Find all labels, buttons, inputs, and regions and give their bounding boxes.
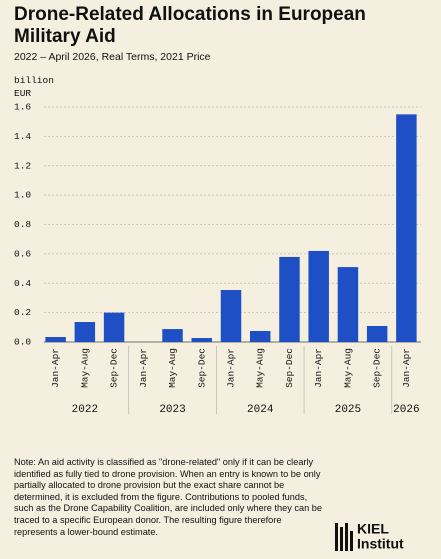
y-tick-label: 1.0 xyxy=(14,190,31,201)
bar xyxy=(337,267,359,342)
y-tick-label: 0.2 xyxy=(14,307,31,318)
chart: 0.0 0.2 0.4 0.6 0.8 1.0 1.2 1.4 1.6 Jan-Apr May-Au… xyxy=(14,102,421,416)
bar xyxy=(45,337,66,342)
chart-title: Drone-Related Allocations in European Mi… xyxy=(14,4,366,47)
bar xyxy=(396,114,417,342)
bar xyxy=(162,329,183,342)
x-tick-label: Sep-Dec xyxy=(196,348,207,388)
bar xyxy=(220,290,242,342)
x-tick-label: Jan-Apr xyxy=(50,348,61,388)
bar xyxy=(279,256,300,342)
group-label: 2026 xyxy=(393,404,419,416)
y-axis-label: billion EUR xyxy=(14,75,54,99)
y-tick-label: 1.4 xyxy=(14,131,31,142)
bar xyxy=(191,338,212,342)
x-tick-label: Sep-Dec xyxy=(372,348,383,388)
logo-graphic: KIEL Institut xyxy=(335,521,404,552)
bar xyxy=(74,322,96,342)
bar xyxy=(308,250,329,342)
y-tick-label: 0.4 xyxy=(14,278,31,289)
bar xyxy=(366,325,388,342)
x-tick-label: Sep-Dec xyxy=(109,348,120,388)
y-tick-label: 0.6 xyxy=(14,248,31,259)
x-tick-label: May-Aug xyxy=(167,348,178,388)
chart-subtitle: 2022 – April 2026, Real Terms, 2021 Pric… xyxy=(14,51,211,63)
y-tick-label: 0.0 xyxy=(14,337,31,348)
y-tick-label: 0.8 xyxy=(14,219,31,230)
y-tick-label: 1.2 xyxy=(14,160,31,171)
group-label: 2025 xyxy=(335,404,361,416)
x-tick-label: Sep-Dec xyxy=(284,348,295,388)
group-label: 2024 xyxy=(247,404,274,416)
x-tick-label: Jan-Apr xyxy=(226,348,237,388)
logo-text: Institut xyxy=(357,536,404,552)
group-label: 2022 xyxy=(72,404,98,416)
x-tick-label: Jan-Apr xyxy=(401,348,412,388)
y-tick-label: 1.6 xyxy=(14,102,31,113)
bar xyxy=(103,312,125,342)
logo: KIEL Institut xyxy=(335,521,435,558)
x-tick-label: May-Aug xyxy=(342,348,353,388)
logo-text: KIEL xyxy=(357,521,389,537)
x-tick-label: Jan-Apr xyxy=(313,348,324,388)
group-label: 2023 xyxy=(159,404,185,416)
bar xyxy=(250,330,271,342)
note: Note: An aid activity is classified as "… xyxy=(14,457,322,537)
x-tick-label: Jan-Apr xyxy=(138,348,149,388)
x-tick-label: May-Aug xyxy=(79,348,90,388)
x-tick-label: May-Aug xyxy=(255,348,266,388)
